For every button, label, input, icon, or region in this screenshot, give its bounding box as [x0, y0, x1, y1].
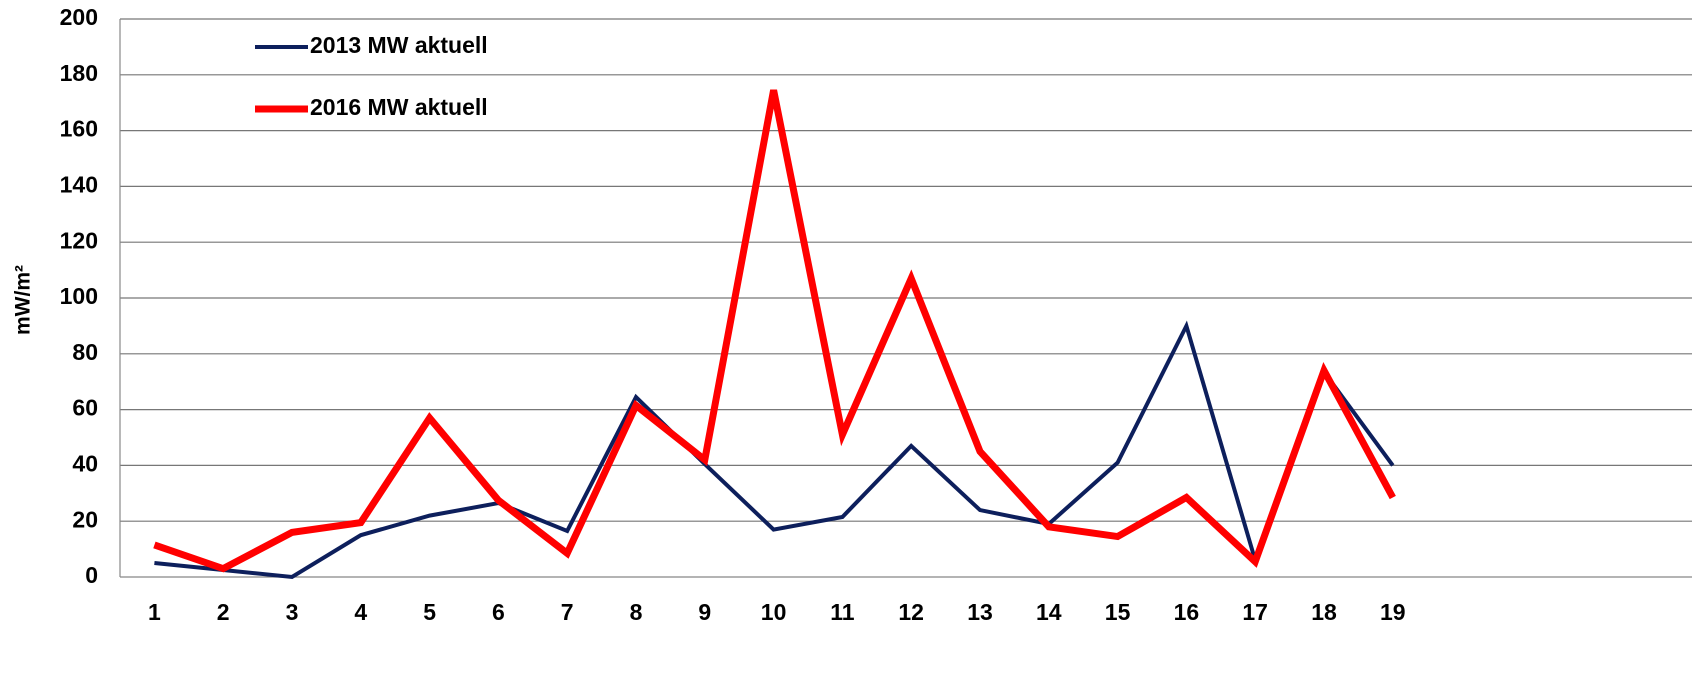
- x-tick-label: 12: [898, 599, 924, 625]
- y-tick-label: 80: [72, 339, 98, 365]
- chart: mW/m² 0204060801001201401601802001234567…: [0, 0, 1692, 678]
- y-tick-label: 0: [85, 562, 98, 588]
- legend-label: 2016 MW aktuell: [310, 94, 488, 120]
- series-line: [154, 90, 1392, 568]
- y-tick-label: 60: [72, 395, 98, 421]
- y-tick-label: 20: [72, 506, 98, 532]
- x-tick-label: 3: [286, 599, 299, 625]
- y-axis-label: mW/m²: [12, 265, 35, 335]
- x-tick-label: 2: [217, 599, 230, 625]
- x-tick-label: 8: [630, 599, 643, 625]
- x-tick-label: 9: [698, 599, 711, 625]
- y-tick-label: 180: [60, 60, 98, 86]
- y-tick-label: 140: [60, 171, 98, 197]
- y-tick-label: 200: [60, 4, 98, 30]
- y-tick-label: 160: [60, 116, 98, 142]
- series-line: [154, 326, 1392, 577]
- y-tick-label: 120: [60, 227, 98, 253]
- x-tick-label: 15: [1105, 599, 1131, 625]
- x-tick-label: 16: [1174, 599, 1200, 625]
- x-tick-label: 5: [423, 599, 436, 625]
- x-tick-label: 13: [967, 599, 993, 625]
- x-tick-label: 7: [561, 599, 574, 625]
- x-tick-label: 10: [761, 599, 787, 625]
- x-tick-label: 4: [354, 599, 367, 625]
- x-tick-label: 19: [1380, 599, 1406, 625]
- x-tick-label: 14: [1036, 599, 1062, 625]
- legend-label: 2013 MW aktuell: [310, 32, 488, 58]
- x-tick-label: 11: [830, 599, 855, 625]
- y-tick-label: 40: [72, 450, 98, 476]
- x-tick-label: 17: [1242, 599, 1268, 625]
- x-tick-label: 1: [148, 599, 161, 625]
- page: mW/m² 0204060801001201401601802001234567…: [0, 0, 1692, 678]
- x-tick-label: 18: [1311, 599, 1337, 625]
- y-tick-label: 100: [60, 283, 98, 309]
- x-tick-label: 6: [492, 599, 505, 625]
